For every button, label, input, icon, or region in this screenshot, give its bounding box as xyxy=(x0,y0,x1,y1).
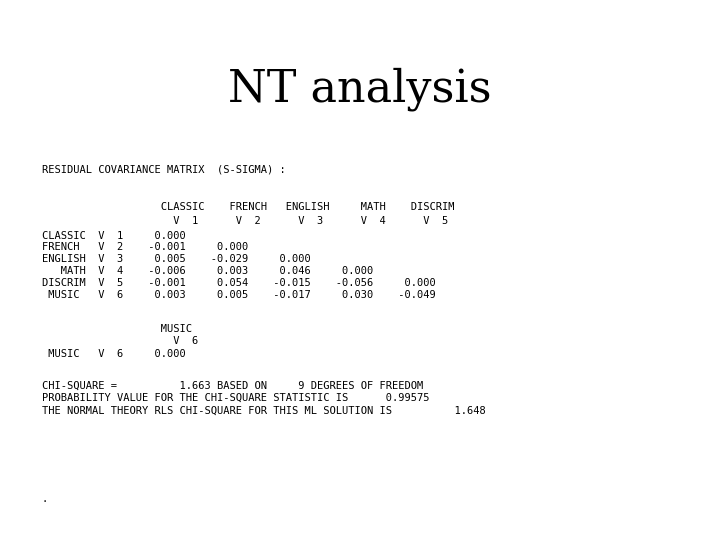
Text: MUSIC: MUSIC xyxy=(42,324,192,334)
Text: MATH  V  4    -0.006     0.003     0.046     0.000: MATH V 4 -0.006 0.003 0.046 0.000 xyxy=(42,266,373,276)
Text: DISCRIM  V  5    -0.001     0.054    -0.015    -0.056     0.000: DISCRIM V 5 -0.001 0.054 -0.015 -0.056 0… xyxy=(42,278,436,288)
Text: CHI-SQUARE =          1.663 BASED ON     9 DEGREES OF FREEDOM: CHI-SQUARE = 1.663 BASED ON 9 DEGREES OF… xyxy=(42,381,423,391)
Text: FRENCH   V  2    -0.001     0.000: FRENCH V 2 -0.001 0.000 xyxy=(42,242,248,253)
Text: CLASSIC    FRENCH   ENGLISH     MATH    DISCRIM: CLASSIC FRENCH ENGLISH MATH DISCRIM xyxy=(42,202,454,213)
Text: V  1      V  2      V  3      V  4      V  5: V 1 V 2 V 3 V 4 V 5 xyxy=(42,216,448,226)
Text: PROBABILITY VALUE FOR THE CHI-SQUARE STATISTIC IS      0.99575: PROBABILITY VALUE FOR THE CHI-SQUARE STA… xyxy=(42,393,429,403)
Text: V  6: V 6 xyxy=(42,336,198,346)
Text: MUSIC   V  6     0.000: MUSIC V 6 0.000 xyxy=(42,349,186,360)
Text: RESIDUAL COVARIANCE MATRIX  (S-SIGMA) :: RESIDUAL COVARIANCE MATRIX (S-SIGMA) : xyxy=(42,165,286,175)
Text: CLASSIC  V  1     0.000: CLASSIC V 1 0.000 xyxy=(42,231,186,241)
Text: MUSIC   V  6     0.003     0.005    -0.017     0.030    -0.049: MUSIC V 6 0.003 0.005 -0.017 0.030 -0.04… xyxy=(42,290,436,300)
Text: NT analysis: NT analysis xyxy=(228,68,492,111)
Text: .: . xyxy=(42,494,48,504)
Text: THE NORMAL THEORY RLS CHI-SQUARE FOR THIS ML SOLUTION IS          1.648: THE NORMAL THEORY RLS CHI-SQUARE FOR THI… xyxy=(42,406,485,416)
Text: ENGLISH  V  3     0.005    -0.029     0.000: ENGLISH V 3 0.005 -0.029 0.000 xyxy=(42,254,310,265)
